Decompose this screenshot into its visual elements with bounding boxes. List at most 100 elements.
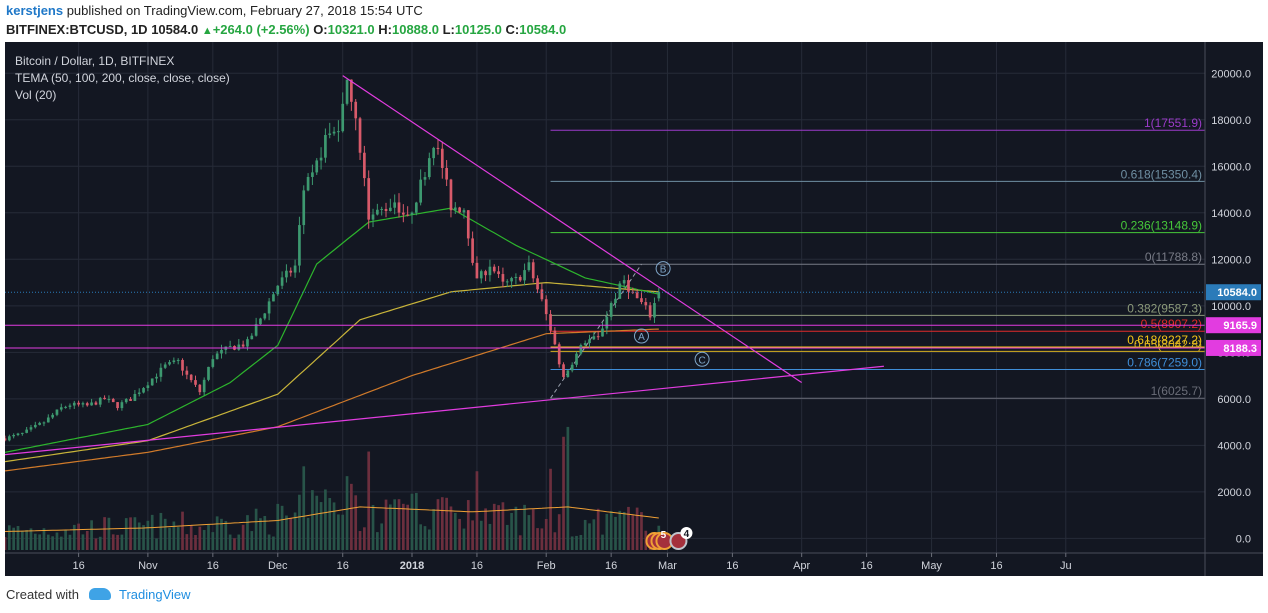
time-tick-label: 16	[990, 560, 1002, 572]
volume-bar	[605, 513, 609, 550]
volume-bar	[501, 502, 505, 550]
volume-bar	[55, 532, 59, 550]
candle-body	[298, 225, 301, 266]
symbol-label: BITFINEX:BTCUSD, 1D	[6, 22, 148, 37]
volume-bar	[38, 534, 41, 550]
candle-body	[133, 393, 137, 401]
candle-body	[363, 152, 366, 179]
price-tags: 10584.0 9165.9 8188.3	[1206, 284, 1261, 356]
volume-bar	[12, 527, 16, 550]
volume-bar	[401, 503, 405, 550]
volume-bar	[129, 517, 132, 550]
candle-body	[289, 270, 293, 273]
level-tag-label: 9165.9	[1223, 320, 1257, 332]
volume-bar	[146, 520, 150, 550]
candle-body	[215, 353, 219, 360]
candle-body	[155, 376, 158, 379]
change-value: +264.0 (+2.56%)	[212, 22, 310, 37]
created-with-label: Created with	[6, 587, 79, 602]
time-tick-label: Mar	[658, 560, 677, 572]
time-tick-label: 16	[605, 560, 617, 572]
candle-body	[267, 301, 271, 314]
candle-body	[627, 280, 630, 292]
candle-body	[103, 397, 106, 400]
candle-body	[601, 328, 604, 337]
volume-bar	[527, 515, 531, 550]
fib-level-label: 0.382(9587.3)	[1127, 301, 1202, 315]
candle-body	[557, 344, 561, 365]
fib-level-label: 0.65(8042.8)	[1134, 337, 1202, 351]
high-label: H:	[378, 22, 392, 37]
tema-100-line	[5, 281, 659, 463]
volume-bar	[423, 526, 427, 550]
candle-body	[20, 432, 24, 434]
candle-body	[657, 292, 661, 299]
tema-50-line	[5, 207, 659, 453]
candle-body	[311, 172, 314, 177]
volume-bar	[354, 495, 358, 550]
volume-bars	[5, 426, 661, 550]
candle-body	[640, 298, 643, 303]
candle-body	[250, 335, 254, 340]
volume-bar	[488, 523, 492, 550]
time-axis[interactable]: 16 Nov 16 Dec 16 2018 16 Feb 16 Mar 16 Apr 16 May 16 Ju	[72, 553, 1072, 572]
volume-bar	[155, 538, 158, 550]
volume-bar	[570, 536, 574, 550]
volume-bar	[345, 476, 349, 550]
volume-bar	[397, 499, 401, 550]
candle-body	[648, 305, 652, 318]
volume-bar	[531, 509, 535, 550]
candle-body	[285, 270, 288, 278]
candle-body	[605, 316, 609, 329]
volume-bar	[172, 521, 176, 550]
candle-body	[492, 266, 496, 272]
candle-body	[16, 433, 20, 436]
candle-body	[449, 179, 453, 211]
candle-body	[142, 388, 145, 393]
candle-body	[328, 133, 332, 135]
candle-body	[337, 131, 340, 133]
volume-bar	[5, 537, 7, 550]
price-chart[interactable]: 1(17551.9) 0.618(15350.4) 0.236(13148.9) 0(…	[5, 42, 1263, 576]
volume-bar	[414, 492, 418, 550]
volume-bar	[601, 534, 604, 550]
volume-bar	[68, 534, 72, 550]
volume-bar	[272, 536, 275, 550]
candle-body	[380, 208, 384, 210]
candle-body	[280, 277, 284, 286]
price-tick-label: 12000.0	[1211, 254, 1251, 266]
candle-body	[168, 362, 171, 365]
tradingview-link[interactable]: TradingView	[118, 587, 191, 602]
volume-bar	[596, 508, 600, 550]
level-tag-bg	[1206, 339, 1261, 356]
candle-body	[129, 399, 132, 401]
time-tick-label: 16	[207, 560, 219, 572]
level-tag-bg	[1206, 317, 1261, 334]
volume-bar	[497, 505, 500, 550]
volume-bar	[306, 517, 310, 550]
volume-bar	[246, 515, 249, 550]
candle-body	[306, 176, 310, 191]
volume-bar	[289, 517, 293, 550]
time-axis-background	[5, 553, 1263, 576]
volume-bar	[376, 532, 379, 550]
volume-bar	[16, 526, 20, 550]
time-tick-label: 16	[471, 560, 483, 572]
candle-body	[488, 266, 492, 276]
price-axis[interactable]: 0.02000.04000.06000.08000.010000.012000.…	[1211, 68, 1251, 545]
candle-body	[172, 360, 176, 363]
candle-body	[484, 271, 487, 276]
volume-bar	[185, 534, 189, 550]
price-tick-label: 14000.0	[1211, 208, 1251, 220]
volume-bar	[471, 520, 474, 550]
author-link[interactable]: kerstjens	[6, 3, 64, 18]
candle-body	[644, 302, 648, 306]
volume-bar	[475, 471, 479, 550]
candle-body	[7, 436, 11, 441]
candle-body	[419, 179, 422, 203]
volume-bar	[137, 522, 141, 550]
candle-body	[220, 349, 223, 354]
candle-body	[401, 212, 405, 215]
candle-body	[635, 292, 639, 299]
candle-body	[453, 207, 457, 211]
